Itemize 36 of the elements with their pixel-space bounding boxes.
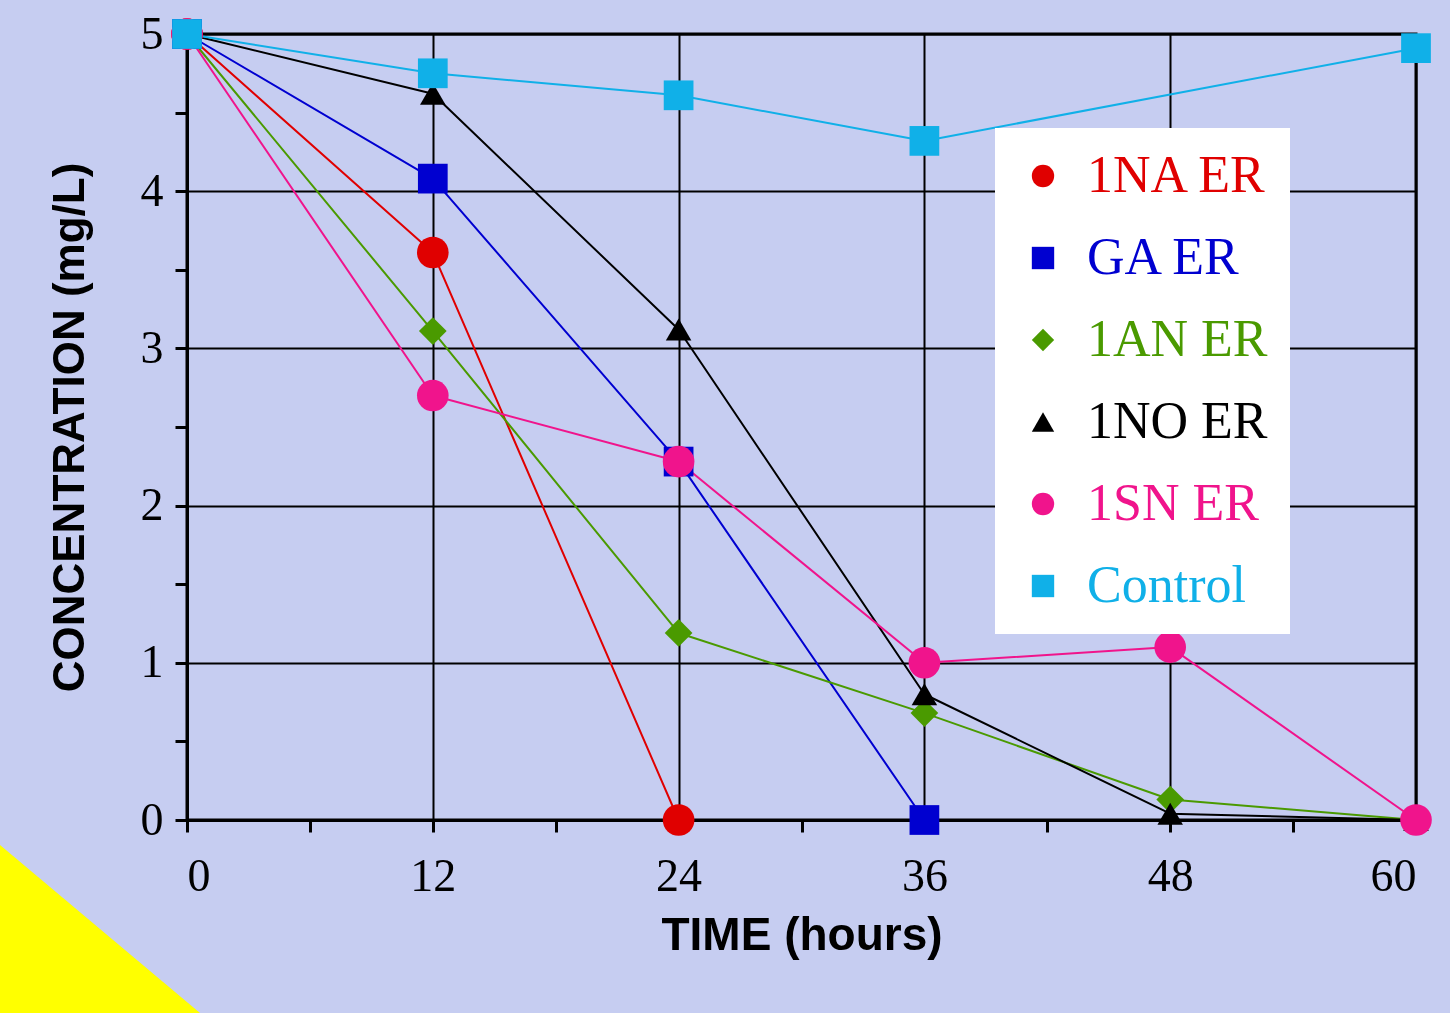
y-tick-label: 4 — [140, 164, 164, 216]
x-tick-label: 0 — [187, 849, 211, 901]
point — [417, 58, 448, 89]
point — [908, 647, 941, 679]
point — [417, 163, 448, 194]
y-tick-label: 0 — [140, 793, 164, 845]
legend-label: GA ER — [1087, 228, 1239, 285]
x-tick-label: 60 — [1370, 849, 1417, 901]
legend-label: 1AN ER — [1087, 310, 1268, 367]
x-axis-title: TIME (hours) — [661, 907, 943, 960]
legend-label: Control — [1087, 556, 1246, 613]
y-tick-label: 1 — [140, 636, 164, 688]
legend-label: 1NO ER — [1087, 392, 1268, 449]
y-axis-title: CONCENTRATION (mg/L) — [43, 162, 93, 693]
point — [663, 80, 694, 111]
point — [664, 619, 693, 647]
y-tick-label: 2 — [140, 479, 164, 531]
point — [416, 236, 449, 269]
point — [662, 804, 695, 836]
point — [418, 317, 447, 345]
point — [1157, 802, 1183, 825]
y-tick-label: 3 — [140, 321, 164, 373]
point — [909, 805, 940, 835]
x-tick-label: 48 — [1147, 849, 1194, 901]
point — [1154, 631, 1187, 663]
point — [909, 126, 940, 156]
point — [416, 379, 449, 412]
point — [665, 318, 692, 341]
x-tick-label: 36 — [901, 849, 948, 901]
legend-label: 1SN ER — [1087, 474, 1260, 531]
x-tick-label: 24 — [656, 849, 703, 901]
y-tick-label: 5 — [140, 7, 164, 59]
legend-label: 1NA ER — [1087, 146, 1265, 203]
point — [911, 683, 938, 706]
x-tick-label: 12 — [410, 849, 457, 901]
point — [1401, 33, 1431, 64]
